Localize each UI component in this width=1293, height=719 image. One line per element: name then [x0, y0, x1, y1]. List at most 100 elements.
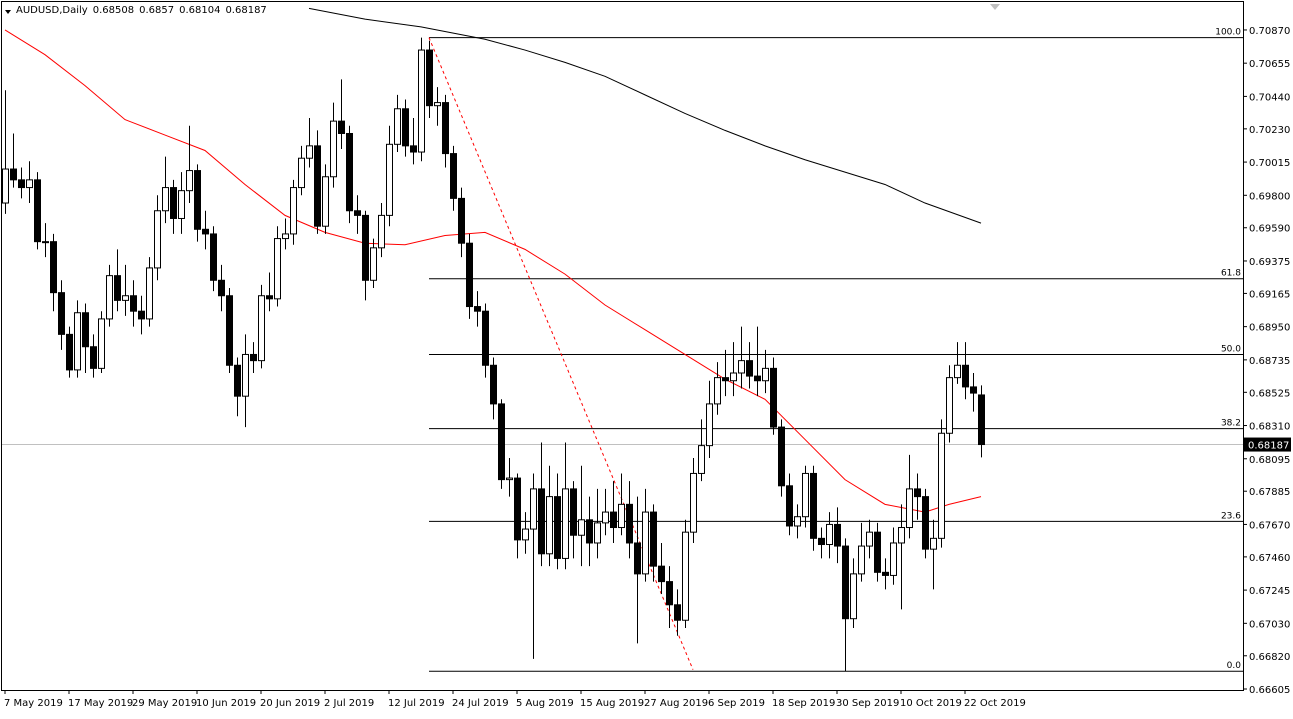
last-open: 0.68508 — [93, 5, 134, 16]
candle-body — [250, 353, 257, 362]
candle-body — [506, 477, 513, 481]
candle-body — [538, 488, 545, 555]
candle-body — [82, 312, 89, 348]
fib-label: 100.0 — [1215, 28, 1241, 38]
candle-body — [242, 353, 249, 397]
fib-label: 0.0 — [1227, 661, 1242, 671]
candle-body — [410, 145, 417, 153]
candle-body — [818, 537, 825, 546]
candle-body — [794, 516, 801, 527]
candle-body — [634, 542, 641, 575]
candle-body — [666, 581, 673, 606]
candle-body — [402, 108, 409, 147]
fib-label: 50.0 — [1221, 344, 1241, 354]
candle-body — [954, 364, 961, 379]
y-tick-label: 0.70230 — [1249, 125, 1290, 136]
candle-body — [50, 241, 57, 294]
candle-body — [10, 168, 17, 181]
candle-body — [210, 233, 217, 281]
candle-body — [690, 472, 697, 533]
candle-body — [610, 511, 617, 529]
x-tick-label: 22 Oct 2019 — [964, 698, 1026, 709]
y-tick-label: 0.70015 — [1249, 158, 1290, 169]
candle-body — [234, 364, 241, 397]
y-tick-label: 0.66820 — [1249, 652, 1290, 663]
x-tick-label: 6 Sep 2019 — [708, 698, 765, 709]
candle-body — [938, 432, 945, 539]
candle-body — [282, 233, 289, 240]
y-tick-label: 0.67030 — [1249, 619, 1290, 630]
x-tick-label: 12 Jul 2019 — [388, 698, 445, 709]
candle-body — [850, 573, 857, 620]
candle-body — [474, 306, 481, 312]
candle-body — [394, 108, 401, 145]
plot-frame — [1, 1, 1244, 691]
candle-body — [866, 531, 873, 547]
candle-body — [946, 377, 953, 434]
candle-body — [434, 102, 441, 107]
candle-body — [330, 120, 337, 178]
last-high: 0.6857 — [139, 5, 174, 16]
candle-body — [274, 238, 281, 300]
candle-body — [306, 145, 313, 159]
candle-body — [66, 333, 73, 371]
x-tick-label: 30 Sep 2019 — [836, 698, 899, 709]
y-tick-label: 0.69590 — [1249, 224, 1290, 235]
candle-body — [138, 310, 145, 320]
candle-body — [674, 604, 681, 621]
candle-body — [754, 375, 761, 382]
candle-body — [530, 488, 537, 530]
candle-body — [106, 275, 113, 320]
candle-body — [98, 318, 105, 369]
candle-body — [786, 485, 793, 527]
y-tick-label: 0.69165 — [1249, 289, 1290, 300]
fib-label: 38.2 — [1221, 419, 1241, 429]
candle-body — [778, 426, 785, 487]
fib-label: 61.8 — [1221, 269, 1241, 279]
x-tick-label: 10 Jun 2019 — [196, 698, 256, 709]
candle-body — [930, 537, 937, 550]
candle-body — [762, 367, 769, 382]
candle-body — [730, 372, 737, 382]
candle-body — [578, 519, 585, 536]
candle-body — [834, 523, 841, 547]
moving-average — [4, 29, 982, 513]
candle-body — [290, 187, 297, 235]
candle-body — [218, 279, 225, 297]
candle-body — [914, 488, 921, 498]
candle-body — [714, 377, 721, 405]
x-tick-label: 7 May 2019 — [4, 698, 63, 709]
x-tick-label: 2 Jul 2019 — [324, 698, 374, 709]
candle-body — [490, 364, 497, 405]
candle-body — [826, 523, 833, 546]
candle-body — [970, 386, 977, 394]
x-tick-label: 20 Jun 2019 — [260, 698, 320, 709]
candle-body — [370, 247, 377, 281]
candle-body — [882, 571, 889, 576]
candle-body — [586, 519, 593, 544]
candle-body — [34, 179, 41, 243]
candle-body — [562, 488, 569, 559]
header: AUDUSD,Daily 0.68508 0.6857 0.68104 0.68… — [16, 5, 267, 16]
candle-body — [130, 295, 137, 312]
candle-body — [498, 403, 505, 481]
menu-triangle — [5, 10, 11, 14]
last-close: 0.68187 — [225, 5, 266, 16]
candle-body — [442, 102, 449, 155]
candle-body — [26, 179, 33, 189]
fib-label: 23.6 — [1221, 511, 1241, 521]
y-tick-label: 0.70870 — [1249, 26, 1290, 37]
candle-body — [450, 153, 457, 199]
candle-body — [314, 145, 321, 227]
candle-body — [978, 394, 985, 446]
candle-body — [706, 403, 713, 447]
candle-body — [522, 528, 529, 541]
candle-body — [2, 168, 9, 204]
candle-body — [898, 527, 905, 544]
candle-body — [74, 312, 81, 371]
y-tick-label: 0.68950 — [1249, 323, 1290, 334]
candle-body — [722, 377, 729, 382]
